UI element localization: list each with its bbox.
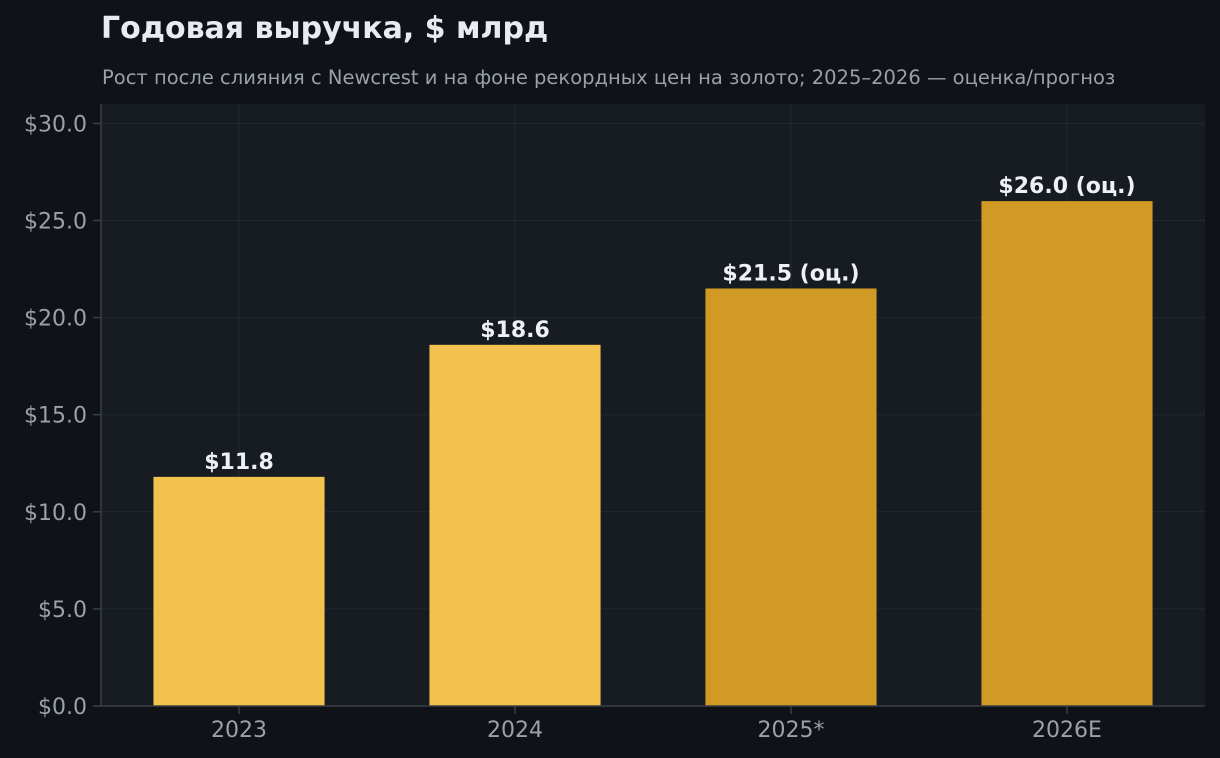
bar-2026e bbox=[981, 201, 1153, 706]
bar-2024 bbox=[429, 344, 601, 706]
y-tick-label: $5.0 bbox=[38, 598, 87, 623]
axes: $0.0 $5.0 $10.0 $15.0 $20.0 $25.0 $30.0 2023 202… bbox=[24, 104, 1205, 743]
y-tick-label: $0.0 bbox=[38, 695, 87, 720]
y-tick-label: $25.0 bbox=[24, 210, 87, 235]
chart-title: Годовая выручка, $ млрд bbox=[101, 11, 548, 46]
chart-subtitle: Рост после слияния с Newcrest и на фоне … bbox=[102, 66, 1115, 89]
bar-data-label: $26.0 (оц.) bbox=[998, 174, 1135, 199]
x-tick-label: 2023 bbox=[211, 718, 267, 743]
bar-2023 bbox=[153, 476, 325, 706]
y-tick-label: $30.0 bbox=[24, 112, 87, 137]
x-tick-label: 2026E bbox=[1032, 718, 1102, 743]
y-tick-label: $20.0 bbox=[24, 307, 87, 332]
y-tick-label: $15.0 bbox=[24, 404, 87, 429]
bar-data-label: $18.6 bbox=[480, 318, 550, 343]
x-tick-label: 2025* bbox=[758, 718, 825, 743]
bar-data-label: $21.5 (оц.) bbox=[722, 261, 859, 286]
bar-data-label: $11.8 bbox=[204, 450, 274, 475]
bars bbox=[153, 201, 1153, 706]
bar-2025 bbox=[705, 288, 877, 706]
x-tick-label: 2024 bbox=[487, 718, 543, 743]
y-tick-label: $10.0 bbox=[24, 501, 87, 526]
data-labels: $11.8 $18.6 $21.5 (оц.) $26.0 (оц.) bbox=[204, 174, 1135, 475]
